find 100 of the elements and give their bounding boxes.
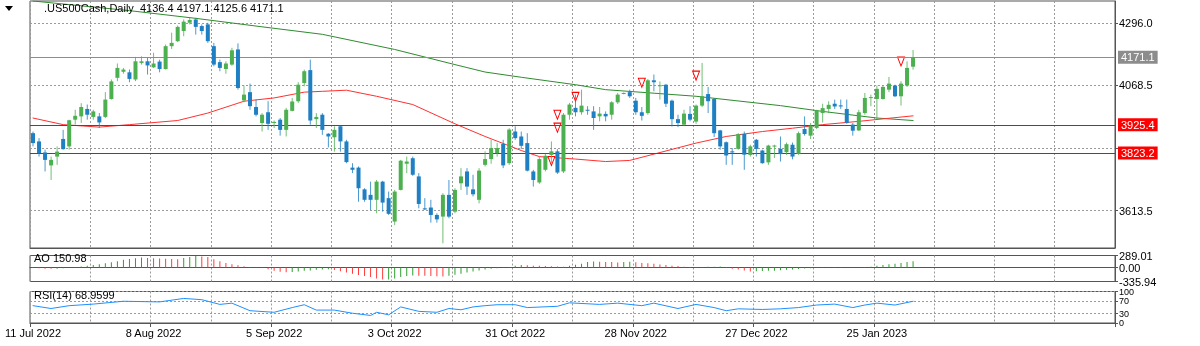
candlestick: [555, 148, 560, 175]
line-series: [32, 89, 914, 163]
candlestick: [61, 129, 66, 151]
candlestick: [338, 125, 343, 153]
candlestick: [223, 60, 228, 75]
candlestick: [911, 49, 916, 71]
candlestick: [579, 89, 584, 116]
x-tick-label: 31 Oct 2022: [485, 326, 546, 339]
candlestick: [37, 137, 42, 158]
point: [637, 77, 646, 88]
candlestick: [272, 120, 277, 129]
candlestick: [675, 114, 680, 128]
candlestick: [657, 80, 662, 101]
candlestick: [79, 102, 84, 124]
candlestick: [483, 150, 488, 167]
candlestick: [471, 174, 476, 198]
candlestick: [284, 107, 289, 137]
candlestick: [332, 125, 337, 153]
candlestick: [772, 144, 777, 159]
candlestick: [133, 56, 138, 82]
x-tick-label: 8 Aug 2022: [125, 326, 182, 339]
candlestick: [296, 81, 301, 104]
candlestick: [55, 145, 60, 166]
candlestick: [663, 83, 668, 108]
line-series: [32, 0, 914, 122]
candlestick: [868, 94, 873, 107]
candlestick: [254, 99, 259, 117]
candlestick: [458, 167, 463, 191]
candlestick: [730, 147, 735, 166]
candlestick: [778, 135, 783, 163]
candlestick: [266, 100, 271, 131]
candlestick: [368, 181, 373, 211]
candlestick: [905, 60, 910, 88]
candlestick: [109, 78, 114, 101]
ref-line-label: 3823.2: [1121, 146, 1155, 159]
candlestick: [609, 100, 614, 121]
y-tick-label: 289.01: [1119, 249, 1153, 262]
candlestick: [205, 22, 210, 44]
y-tick-label: 70: [1119, 295, 1130, 306]
y-tick-label: 0: [1119, 318, 1125, 328]
x-tick-label: 28 Nov 2022: [604, 326, 667, 339]
candlestick: [489, 139, 494, 165]
y-tick-label: 0.00: [1119, 261, 1141, 274]
candlestick: [380, 180, 385, 213]
candlestick: [700, 62, 705, 108]
candlestick: [856, 109, 861, 132]
candlestick: [688, 105, 693, 122]
ref-line-label: 4171.1: [1121, 51, 1155, 64]
y-tick-label: 3613.5: [1119, 204, 1153, 217]
candlestick: [537, 156, 542, 185]
candlestick: [874, 85, 879, 120]
x-tick-label: 5 Sep 2022: [245, 326, 303, 339]
candlestick: [899, 80, 904, 107]
ref-line-label: 3925.4: [1121, 118, 1155, 131]
candlestick: [248, 83, 253, 111]
candlestick: [862, 92, 867, 116]
candlestick: [802, 115, 807, 137]
candlestick: [501, 139, 506, 169]
candlestick: [651, 74, 656, 92]
point: [553, 109, 562, 120]
candlestick: [103, 91, 108, 119]
candlestick: [211, 42, 216, 67]
candlestick: [669, 99, 674, 128]
y-tick-label: -335.94: [1119, 275, 1157, 288]
x-tick-label: 3 Oct 2022: [367, 326, 422, 339]
candlestick: [320, 112, 325, 136]
x-tick-label: 25 Jan 2023: [846, 326, 908, 339]
y-tick-label: 4068.5: [1119, 79, 1153, 92]
candlestick: [422, 197, 427, 211]
candlestick: [163, 44, 168, 71]
candlestick: [440, 192, 445, 244]
candlestick: [742, 131, 747, 171]
candlestick: [844, 99, 849, 125]
chart-title: RSI(14) 68.9599: [34, 288, 115, 301]
candlestick: [724, 140, 729, 166]
candlestick: [428, 199, 433, 224]
candlestick: [410, 156, 415, 177]
y-tick-label: 100: [1119, 286, 1135, 297]
candlestick: [386, 191, 391, 216]
candlestick: [694, 104, 699, 125]
candlestick: [452, 187, 457, 214]
candlestick: [49, 156, 54, 181]
candlestick: [706, 86, 711, 114]
candlestick: [766, 144, 771, 166]
y-tick-label: 30: [1119, 308, 1130, 319]
candlestick: [356, 165, 361, 203]
candlestick: [43, 149, 48, 172]
candlestick: [591, 105, 596, 131]
point: [692, 70, 701, 81]
x-tick-label: 27 Dec 2022: [725, 326, 788, 339]
candlestick: [374, 179, 379, 214]
candlestick: [886, 76, 891, 93]
candlestick: [344, 139, 349, 164]
candlestick: [820, 103, 825, 123]
candlestick: [260, 112, 265, 133]
x-tick-label: 11 Jul 2022: [4, 326, 62, 339]
y-tick-label: 4296.0: [1119, 16, 1153, 29]
candlestick: [796, 131, 801, 156]
candlestick: [465, 167, 470, 196]
candlestick: [446, 179, 451, 219]
